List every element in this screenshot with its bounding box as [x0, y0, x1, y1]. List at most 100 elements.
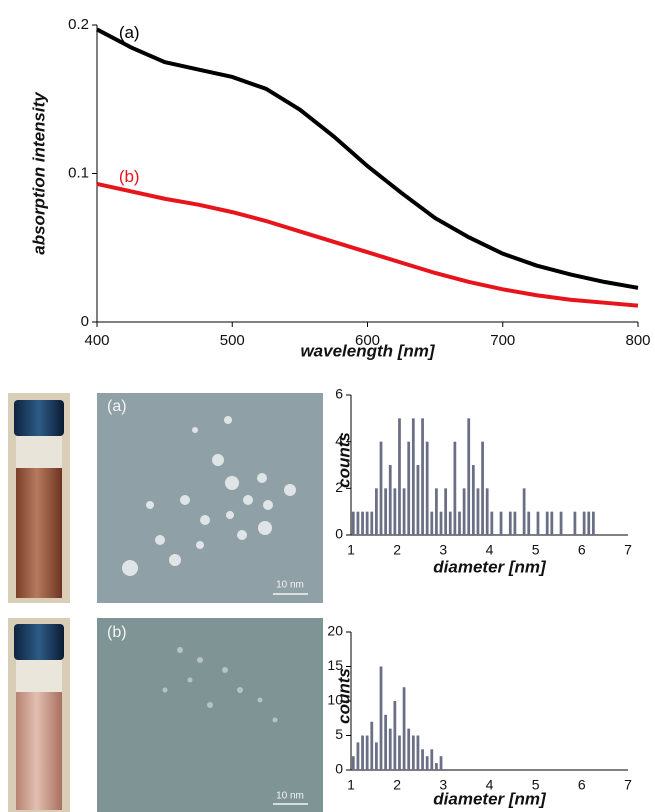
bar	[421, 418, 424, 535]
series-label: (b)	[119, 167, 140, 186]
bar	[471, 465, 475, 535]
bar	[485, 488, 489, 535]
bar	[365, 735, 369, 770]
bar	[481, 441, 484, 535]
bar	[388, 728, 392, 770]
bar	[351, 756, 355, 770]
bar	[425, 756, 429, 770]
y-axis-label: counts	[334, 668, 353, 724]
y-tick-label: 6	[335, 386, 343, 402]
x-axis-label: wavelength [nm]	[300, 341, 435, 360]
y-tick-label: 2	[335, 479, 343, 495]
bar	[559, 511, 563, 535]
bar	[430, 511, 434, 535]
bar	[370, 721, 374, 770]
x-tick-label: 3	[439, 777, 447, 793]
x-tick-label: 2	[393, 542, 401, 558]
x-tick-label: 1	[347, 777, 355, 793]
bar	[536, 511, 540, 535]
bar	[351, 511, 355, 535]
y-tick-label: 0.1	[68, 164, 89, 181]
line	[96, 27, 639, 290]
bar	[361, 511, 364, 535]
panel-label: (b)	[107, 624, 127, 641]
bar	[591, 511, 595, 535]
x-tick-label: 6	[578, 542, 586, 558]
bar	[356, 742, 360, 770]
bar	[448, 511, 452, 535]
series-label: (a)	[119, 23, 140, 42]
bar	[444, 488, 448, 535]
bar	[527, 511, 531, 535]
x-tick-label: 500	[220, 332, 245, 349]
x-tick-label: 600	[355, 332, 380, 349]
bar	[407, 728, 411, 770]
bar	[361, 735, 364, 770]
bar	[425, 441, 429, 535]
y-tick-label: 4	[335, 432, 343, 448]
y-tick-label: 0.2	[68, 16, 89, 33]
line	[96, 181, 639, 308]
x-tick-label: 7	[624, 777, 632, 793]
y-axis-label: absorption intensity	[29, 91, 48, 255]
bar	[393, 701, 397, 770]
y-tick-label: 5	[335, 726, 343, 742]
bar	[416, 735, 420, 770]
x-tick-label: 2	[393, 777, 401, 793]
bar	[393, 488, 397, 535]
bar	[453, 441, 457, 535]
bar	[462, 488, 466, 535]
bar	[384, 488, 388, 535]
bar	[370, 511, 374, 535]
bar	[550, 511, 554, 535]
scale-label: 10 nm	[276, 791, 304, 802]
y-tick-label: 0	[335, 526, 343, 542]
scale-label: 10 nm	[276, 580, 304, 591]
bar	[545, 511, 549, 535]
bar	[439, 511, 443, 535]
tem-image: (a) 10 nm	[97, 393, 323, 603]
bar	[587, 511, 591, 535]
bar	[490, 511, 494, 535]
bar	[435, 763, 438, 770]
bar	[356, 511, 360, 535]
bar	[398, 418, 401, 535]
bar	[467, 418, 471, 535]
bar	[513, 511, 517, 535]
bar	[421, 749, 424, 770]
bar	[416, 465, 420, 535]
y-axis-label: counts	[334, 432, 353, 488]
x-tick-label: 3	[439, 542, 447, 558]
bar	[365, 511, 369, 535]
x-tick-label: 4	[486, 542, 494, 558]
bar	[384, 714, 388, 770]
y-tick-label: 0	[81, 313, 89, 330]
x-tick-label: 400	[84, 332, 109, 349]
y-tick-label: 15	[327, 657, 343, 673]
x-axis-label: diameter [nm]	[433, 789, 547, 808]
bar	[458, 511, 461, 535]
bar	[439, 756, 443, 770]
bar	[411, 418, 415, 535]
x-tick-label: 7	[624, 542, 632, 558]
x-axis-label: diameter [nm]	[433, 557, 547, 576]
bar	[402, 488, 406, 535]
y-tick-label: 10	[327, 692, 343, 708]
x-tick-label: 6	[578, 777, 586, 793]
y-tick-label: 20	[327, 623, 343, 639]
x-tick-label: 5	[532, 542, 540, 558]
bar	[476, 488, 480, 535]
x-tick-label: 700	[490, 332, 515, 349]
bar	[508, 511, 512, 535]
x-tick-label: 800	[625, 332, 650, 349]
vial-photo	[8, 393, 70, 603]
bar	[402, 687, 406, 770]
bar	[398, 735, 401, 770]
x-tick-label: 5	[532, 777, 540, 793]
bar	[388, 465, 392, 535]
bar	[411, 735, 415, 770]
bar	[499, 511, 503, 535]
bar	[430, 749, 434, 770]
x-tick-label: 1	[347, 542, 355, 558]
